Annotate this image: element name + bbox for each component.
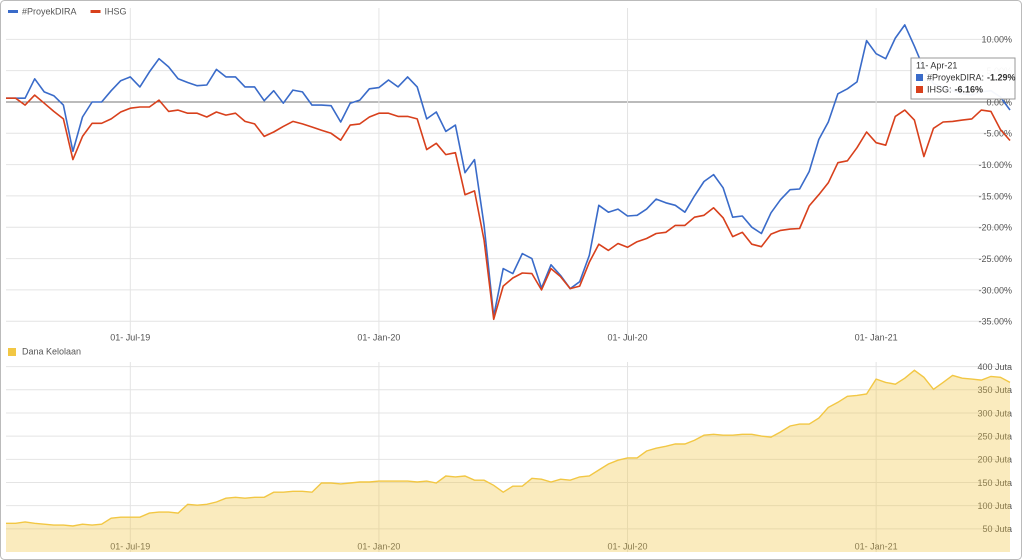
area-line bbox=[6, 369, 1011, 527]
y-tick-label: 250 Juta bbox=[977, 432, 1012, 442]
tooltip-title: 11- Apr-21 bbox=[916, 60, 957, 70]
line bbox=[6, 24, 1011, 317]
x-tick-label: 01- Jan-20 bbox=[357, 332, 400, 342]
tooltip-swatch bbox=[916, 74, 923, 81]
y-tick-label: 400 Juta bbox=[977, 362, 1012, 372]
legend-swatch bbox=[8, 10, 18, 13]
tooltip-swatch bbox=[916, 86, 923, 93]
y-tick-label: -20.00% bbox=[978, 223, 1012, 233]
y-tick-label: 100 Juta bbox=[977, 501, 1012, 511]
y-tick-label: 150 Juta bbox=[977, 478, 1012, 488]
y-tick-label: -15.00% bbox=[978, 191, 1012, 201]
tooltip-box bbox=[910, 57, 1016, 100]
y-tick-label: 0.00% bbox=[986, 97, 1012, 107]
x-tick-label: 01- Jul-20 bbox=[608, 332, 648, 342]
y-tick-label: 300 Juta bbox=[977, 408, 1012, 418]
x-tick-label: 01- Jan-21 bbox=[855, 332, 898, 342]
y-tick-label: -5.00% bbox=[983, 129, 1012, 139]
legend-swatch bbox=[90, 10, 101, 13]
x-tick-label: 01- Jul-19 bbox=[110, 541, 150, 551]
y-tick-label: 200 Juta bbox=[977, 455, 1012, 465]
tooltip-label: #ProyekDIRA: bbox=[927, 72, 984, 82]
y-tick-label: -25.00% bbox=[978, 254, 1012, 264]
x-tick-label: 01- Jan-21 bbox=[855, 541, 898, 551]
legend-label: Dana Kelolaan bbox=[22, 346, 81, 356]
legend-label: IHSG bbox=[105, 6, 127, 16]
y-tick-label: 50 Juta bbox=[982, 524, 1012, 534]
tooltip-value: -1.29% bbox=[987, 72, 1016, 82]
y-tick-label: 10.00% bbox=[981, 35, 1012, 45]
area bbox=[6, 370, 1010, 552]
tooltip: 11- Apr-21 #ProyekDIRA: -1.29% IHSG: -6.16% bbox=[910, 57, 1016, 100]
x-tick-label: 01- Jul-20 bbox=[608, 541, 648, 551]
tooltip-label: IHSG: bbox=[927, 84, 952, 94]
x-tick-label: 01- Jul-19 bbox=[110, 332, 150, 342]
x-tick-label: 01- Jan-20 bbox=[357, 541, 400, 551]
y-tick-label: -30.00% bbox=[978, 285, 1012, 295]
y-tick-label: -10.00% bbox=[978, 160, 1012, 170]
line bbox=[6, 94, 1011, 321]
legend-swatch bbox=[8, 348, 16, 356]
y-tick-label: -35.00% bbox=[978, 317, 1012, 327]
tooltip-value: -6.16% bbox=[955, 84, 984, 94]
y-tick-label: 350 Juta bbox=[977, 385, 1012, 395]
legend-label: #ProyekDIRA bbox=[22, 6, 77, 16]
